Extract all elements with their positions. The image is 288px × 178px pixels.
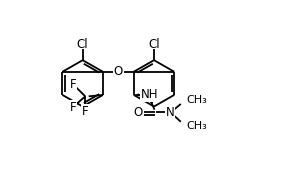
Text: CH₃: CH₃ [187,121,207,131]
Text: Cl: Cl [77,38,88,51]
Text: F: F [70,78,77,91]
Text: CH₃: CH₃ [187,95,207,105]
Text: NH: NH [141,88,158,101]
Text: O: O [114,65,123,78]
Text: N: N [166,106,175,119]
Text: F: F [70,101,77,114]
Text: Cl: Cl [148,38,160,51]
Text: O: O [134,106,143,119]
Text: F: F [82,104,89,117]
